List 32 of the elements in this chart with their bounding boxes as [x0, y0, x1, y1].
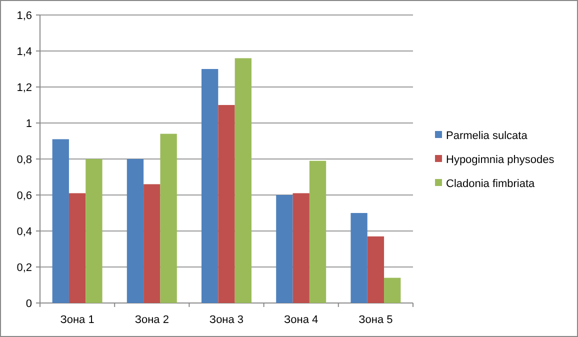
bar [126, 159, 144, 303]
y-tick-label: 1,4 [16, 46, 32, 58]
x-tick-label: Зона 2 [134, 314, 169, 326]
y-tick-label: 0,2 [16, 262, 32, 274]
bar [160, 134, 177, 303]
bar [202, 69, 218, 303]
y-tick-label: 0,4 [16, 226, 32, 238]
x-tick-label: Зона 3 [209, 314, 244, 326]
x-tick-label: Зона 1 [60, 314, 94, 326]
bar [144, 184, 160, 303]
bar [52, 139, 69, 303]
y-tick-label: 1,6 [16, 10, 32, 22]
legend-label: Cladonia fimbriata [446, 178, 536, 190]
bar [276, 195, 293, 303]
bar [367, 236, 384, 303]
y-tick-label: 0,8 [16, 154, 32, 166]
bar [68, 193, 86, 303]
legend-label: Parmelia sulcata [446, 130, 528, 142]
y-tick-label: 0 [26, 298, 32, 310]
y-tick-label: 1,2 [16, 82, 32, 94]
x-tick-label: Зона 5 [358, 314, 393, 326]
bar [350, 213, 368, 303]
bar [234, 58, 252, 303]
bar [384, 278, 401, 303]
y-tick-label: 1 [26, 118, 32, 130]
bar [309, 160, 326, 303]
bar [86, 159, 102, 303]
bar [292, 193, 310, 303]
legend-label: Hypogimnia physodes [446, 154, 555, 166]
y-tick-label: 0,6 [16, 190, 32, 202]
bar [218, 105, 235, 303]
x-tick-label: Зона 4 [284, 314, 318, 326]
